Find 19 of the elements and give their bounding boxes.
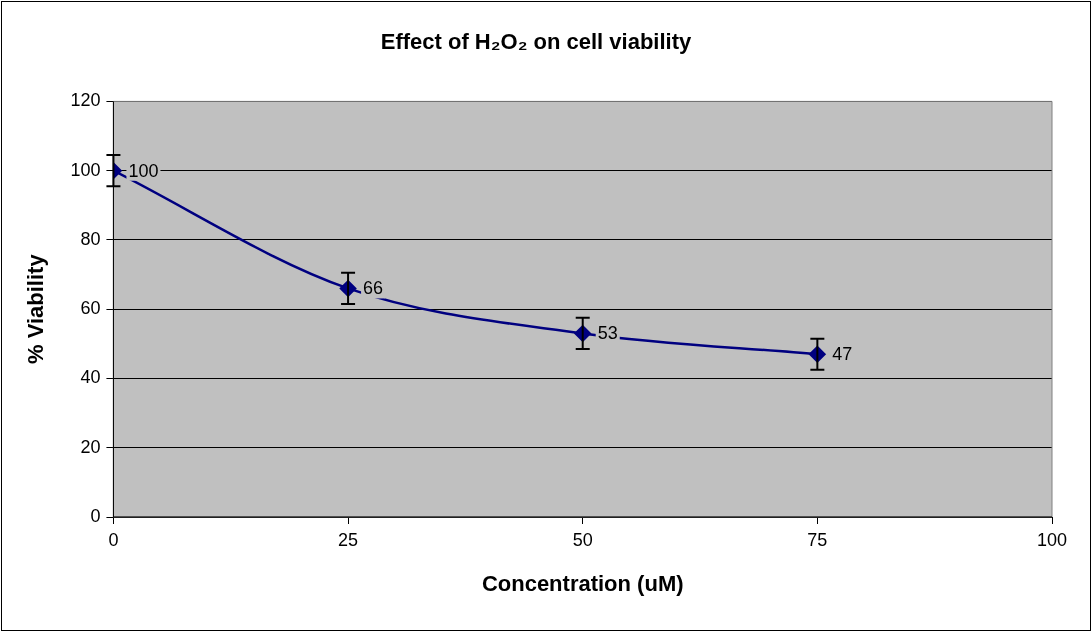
- y-tick-label: 100: [70, 159, 101, 180]
- data-label: 100: [128, 160, 159, 181]
- data-label: 47: [832, 344, 853, 365]
- x-tick-label: 100: [1036, 529, 1068, 550]
- data-label: 66: [363, 278, 384, 299]
- x-tick-label: 0: [108, 529, 119, 550]
- x-tick-label: 50: [572, 529, 593, 550]
- y-tick-label: 60: [80, 298, 101, 319]
- x-tick-label: 25: [338, 529, 359, 550]
- y-tick-label: 40: [80, 367, 101, 388]
- x-axis-title: Concentration (uM): [481, 570, 684, 596]
- x-tick-label: 75: [807, 529, 828, 550]
- y-tick-label: 0: [90, 505, 101, 526]
- chart-title: Effect of H₂O₂ on cell viability: [380, 29, 693, 55]
- data-label: 53: [597, 323, 618, 344]
- y-tick-label: 20: [80, 436, 101, 457]
- y-axis-title: % Viability: [23, 253, 49, 365]
- y-tick-label: 120: [70, 90, 101, 111]
- y-tick-label: 80: [80, 228, 101, 249]
